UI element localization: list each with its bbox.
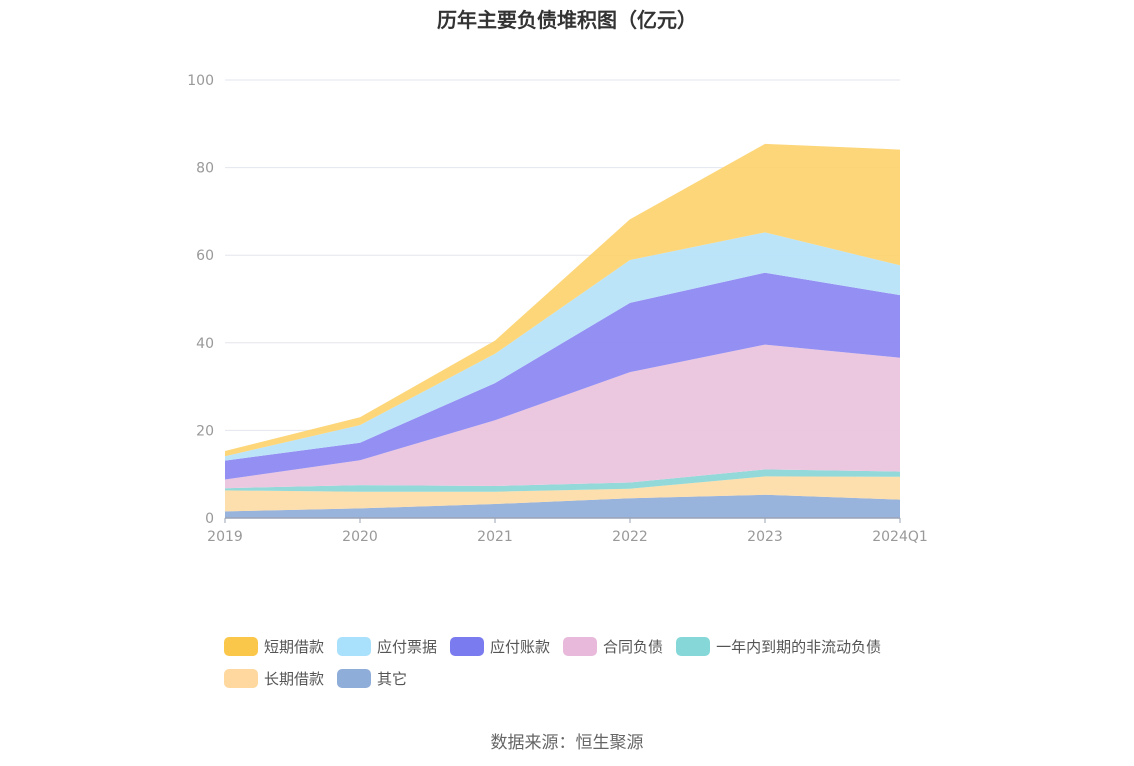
legend-row: 长期借款 其它: [224, 662, 944, 694]
area-series-2: [225, 469, 900, 492]
stacked-area-chart: 0 20 40 60 80 100 2019 2020 2021 2022 2023 2024Q1: [187, 73, 928, 545]
legend-label: 一年内到期的非流动负债: [716, 637, 882, 656]
data-source: 数据来源：恒生聚源: [490, 733, 644, 753]
x-tick-label: 2021: [477, 529, 513, 545]
legend-item[interactable]: 其它: [337, 668, 407, 689]
legend-label: 应付票据: [377, 637, 438, 656]
y-tick-label: 20: [196, 423, 214, 439]
legend-label: 合同负债: [603, 637, 664, 656]
area-series-3: [225, 344, 900, 489]
x-tick-label: 2022: [612, 529, 648, 545]
legend-swatch: [337, 668, 372, 688]
legend-item[interactable]: 合同负债: [563, 636, 663, 657]
x-tick-label: 2023: [747, 529, 783, 545]
legend-swatch: [224, 668, 258, 688]
legend-label: 应付账款: [490, 637, 551, 656]
y-tick-label: 80: [196, 161, 214, 177]
legend-item[interactable]: 短期借款: [224, 636, 324, 657]
x-tick-label: 2024Q1: [872, 529, 928, 545]
x-tick-label: 2019: [207, 529, 243, 545]
legend-item[interactable]: 应付票据: [337, 636, 437, 657]
area-series-4: [225, 272, 900, 480]
area-series: [225, 143, 900, 518]
legend-label: 短期借款: [264, 637, 325, 656]
area-series-1: [225, 476, 900, 512]
legend-label: 其它: [377, 669, 408, 688]
y-tick-label: 40: [196, 336, 214, 352]
legend: 短期借款 应付票据 应付账款 合同负债 一年内到期的非流动负债 长期借款 其它: [224, 630, 944, 694]
legend-swatch: [676, 636, 711, 656]
axes: 0 20 40 60 80 100 2019 2020 2021 2022 2023 2024Q1: [187, 73, 928, 545]
y-tick-label: 100: [187, 73, 214, 89]
y-tick-label: 0: [205, 511, 214, 527]
area-series-5: [225, 232, 900, 461]
legend-item[interactable]: 一年内到期的非流动负债: [676, 636, 881, 657]
legend-item[interactable]: 应付账款: [450, 636, 550, 657]
legend-row: 短期借款 应付票据 应付账款 合同负债 一年内到期的非流动负债: [224, 630, 944, 662]
area-series-0: [225, 494, 900, 518]
legend-item[interactable]: 长期借款: [224, 668, 324, 689]
legend-swatch: [224, 636, 258, 656]
y-tick-label: 60: [196, 248, 214, 264]
legend-swatch: [337, 636, 372, 656]
x-tick-label: 2020: [342, 529, 378, 545]
chart-title: 历年主要负债堆积图（亿元）: [437, 8, 697, 32]
legend-swatch: [450, 636, 485, 656]
legend-label: 长期借款: [264, 669, 325, 688]
area-series-6: [225, 143, 900, 457]
legend-swatch: [563, 636, 598, 656]
